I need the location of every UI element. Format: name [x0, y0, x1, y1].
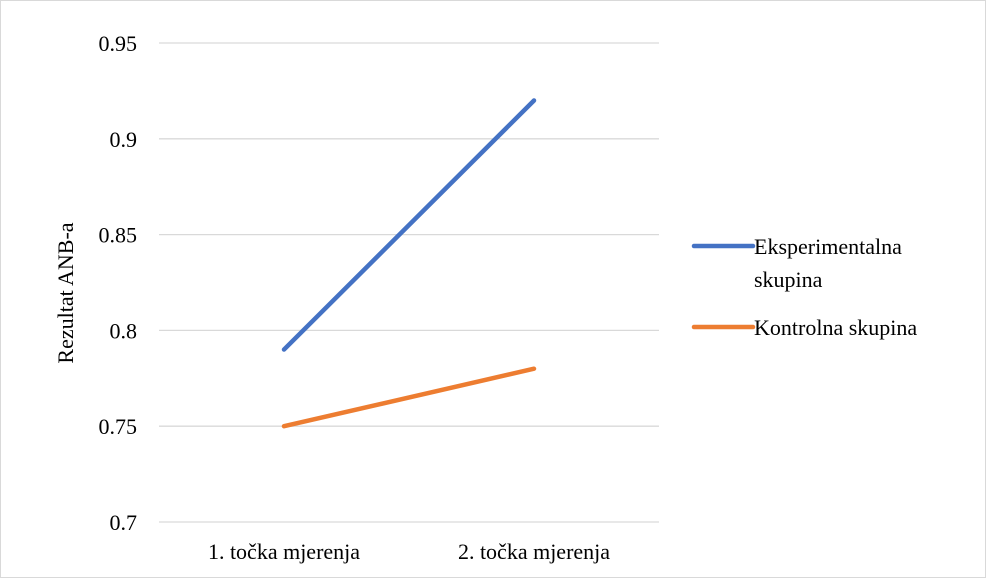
y-axis-tick-labels: 0.7 0.75 0.8 0.85 0.9 0.95 — [99, 31, 138, 535]
y-tick-label: 0.95 — [99, 31, 138, 56]
series-line-1 — [284, 100, 534, 349]
y-tick-label: 0.8 — [110, 318, 138, 343]
y-tick-label: 0.9 — [110, 127, 138, 152]
legend-label: Kontrolna skupina — [754, 315, 917, 340]
y-tick-label: 0.85 — [99, 223, 138, 248]
series-line-2 — [284, 369, 534, 426]
y-axis-title: Rezultat ANB-a — [53, 222, 78, 363]
x-tick-label: 2. točka mjerenja — [458, 539, 610, 564]
y-tick-label: 0.75 — [99, 414, 138, 439]
series-lines — [284, 100, 534, 426]
x-axis-tick-labels: 1. točka mjerenja 2. točka mjerenja — [208, 539, 610, 564]
legend-label: skupina — [754, 267, 823, 292]
legend: Eksperimentalna skupina Kontrolna skupina — [694, 234, 917, 340]
y-tick-label: 0.7 — [110, 510, 138, 535]
legend-label: Eksperimentalna — [754, 234, 902, 259]
gridlines — [159, 43, 659, 522]
x-tick-label: 1. točka mjerenja — [208, 539, 360, 564]
